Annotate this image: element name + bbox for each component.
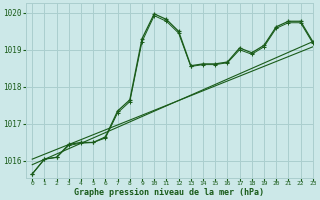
X-axis label: Graphe pression niveau de la mer (hPa): Graphe pression niveau de la mer (hPa) bbox=[75, 188, 264, 197]
